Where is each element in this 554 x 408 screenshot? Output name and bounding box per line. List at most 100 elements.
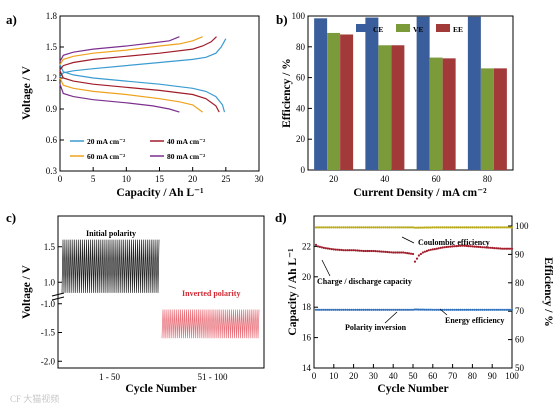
point-charge-discharge-capacity	[413, 260, 417, 263]
legend-swatch	[356, 24, 370, 32]
point-energy-efficiency	[510, 308, 514, 311]
point-energy-efficiency	[413, 308, 417, 311]
point-charge-discharge-capacity	[406, 252, 409, 255]
point-coulombic-efficiency	[324, 226, 327, 229]
point-energy-efficiency	[338, 308, 341, 311]
point-charge-discharge-capacity	[483, 246, 486, 249]
y-tick-label-right: 90	[515, 249, 525, 259]
charge-curve	[59, 36, 217, 71]
panel-a-ticks: 0 5 10 15 20 25 30 0.3 0.6 0.9 1.2 1.5 1.8	[46, 11, 264, 184]
legend-label: VE	[413, 25, 423, 34]
panel-letter-b: b)	[276, 12, 288, 27]
point-coulombic-efficiency	[439, 226, 442, 229]
panel-b-frame	[307, 15, 514, 171]
annotation-inverted-polarity: Inverted polarity	[182, 289, 240, 298]
x-tick-label: 20	[329, 174, 339, 184]
y-tick-label: 1.5	[44, 242, 56, 252]
point-energy-efficiency	[475, 308, 478, 311]
bar-ce	[314, 18, 328, 171]
point-energy-efficiency	[380, 308, 383, 311]
point-coulombic-efficiency	[427, 226, 430, 229]
point-charge-discharge-capacity	[485, 246, 488, 249]
point-energy-efficiency	[435, 308, 438, 311]
legend-label: EE	[453, 25, 463, 34]
point-energy-efficiency	[449, 308, 452, 311]
point-charge-discharge-capacity	[332, 248, 335, 251]
point-charge-discharge-capacity	[409, 252, 413, 255]
point-coulombic-efficiency	[441, 226, 444, 229]
panel-d-long-cycling: d) 0 10 20 30 40 50 60 70 80 90 100 14 16 18 20 22 50 60 7…	[275, 210, 554, 395]
point-coulombic-efficiency	[417, 226, 420, 229]
panel-a-curves	[59, 36, 227, 113]
discharge-curve	[59, 64, 226, 113]
point-coulombic-efficiency	[453, 226, 456, 229]
panel-letter-a: a)	[6, 12, 17, 27]
point-energy-efficiency	[392, 308, 395, 311]
y-tick-label: 0.3	[46, 166, 58, 176]
legend-label: 60 mA cm⁻²	[87, 152, 126, 161]
point-charge-discharge-capacity	[326, 247, 329, 250]
point-charge-discharge-capacity	[342, 249, 345, 252]
point-energy-efficiency	[366, 308, 369, 311]
point-coulombic-efficiency	[409, 226, 413, 229]
point-energy-efficiency	[328, 308, 331, 311]
discharge-curve	[59, 77, 203, 113]
point-coulombic-efficiency	[350, 226, 353, 229]
point-charge-discharge-capacity	[322, 246, 325, 249]
point-coulombic-efficiency	[479, 226, 482, 229]
point-coulombic-efficiency	[318, 226, 321, 229]
point-coulombic-efficiency	[503, 226, 506, 229]
x-tick-label: 70	[448, 371, 458, 381]
point-charge-discharge-capacity	[499, 247, 502, 250]
point-coulombic-efficiency	[380, 226, 383, 229]
point-charge-discharge-capacity	[398, 251, 401, 254]
y-tick-label: 0.6	[46, 135, 58, 145]
point-coulombic-efficiency	[364, 226, 367, 229]
point-charge-discharge-capacity	[437, 247, 440, 250]
point-coulombic-efficiency	[465, 226, 468, 229]
point-charge-discharge-capacity	[479, 245, 482, 249]
y-tick-label-right: 50	[515, 363, 525, 373]
legend-label: CE	[373, 25, 383, 34]
point-energy-efficiency	[384, 308, 387, 311]
point-coulombic-efficiency	[471, 226, 474, 229]
point-coulombic-efficiency	[354, 226, 357, 229]
point-charge-discharge-capacity	[419, 252, 422, 256]
point-coulombic-efficiency	[505, 226, 508, 229]
y-tick-label: 0.9	[46, 104, 58, 114]
point-energy-efficiency	[455, 308, 458, 311]
point-charge-discharge-capacity	[477, 245, 480, 248]
point-charge-discharge-capacity	[455, 245, 458, 248]
discharge-curve	[59, 83, 180, 113]
point-charge-discharge-capacity	[501, 247, 504, 250]
point-coulombic-efficiency	[326, 226, 329, 229]
point-charge-discharge-capacity	[364, 249, 367, 253]
x-tick-label: 0	[312, 371, 317, 381]
x-tick-label: 25	[221, 174, 231, 184]
panel-b-xlabel: Current Density / mA cm⁻²	[353, 187, 487, 199]
panel-c-traces	[61, 239, 260, 339]
point-coulombic-efficiency	[459, 226, 462, 229]
point-coulombic-efficiency	[407, 226, 411, 229]
point-energy-efficiency	[499, 308, 502, 311]
point-coulombic-efficiency	[455, 226, 458, 229]
point-charge-discharge-capacity	[497, 247, 500, 250]
point-coulombic-efficiency	[510, 226, 514, 229]
panel-c-xlabel: Cycle Number	[125, 383, 196, 395]
point-energy-efficiency	[477, 308, 480, 311]
charge-curve	[59, 36, 203, 65]
x-tick-label: 51 - 100	[198, 372, 228, 382]
charge-curve	[59, 36, 180, 62]
point-energy-efficiency	[402, 308, 405, 311]
point-charge-discharge-capacity	[427, 249, 430, 252]
panel-c-ticks: 1.5 1.0 -1.0 -1.5 -2.0 1 - 50 51 - 100	[41, 242, 228, 382]
point-charge-discharge-capacity	[330, 248, 333, 251]
point-coulombic-efficiency	[447, 226, 450, 229]
bar-ce	[365, 17, 379, 171]
point-charge-discharge-capacity	[362, 249, 365, 253]
point-coulombic-efficiency	[348, 226, 351, 229]
point-energy-efficiency	[388, 308, 391, 311]
point-energy-efficiency	[451, 308, 454, 311]
panel-b-bars	[314, 16, 507, 171]
x-tick-label: 20	[349, 371, 359, 381]
